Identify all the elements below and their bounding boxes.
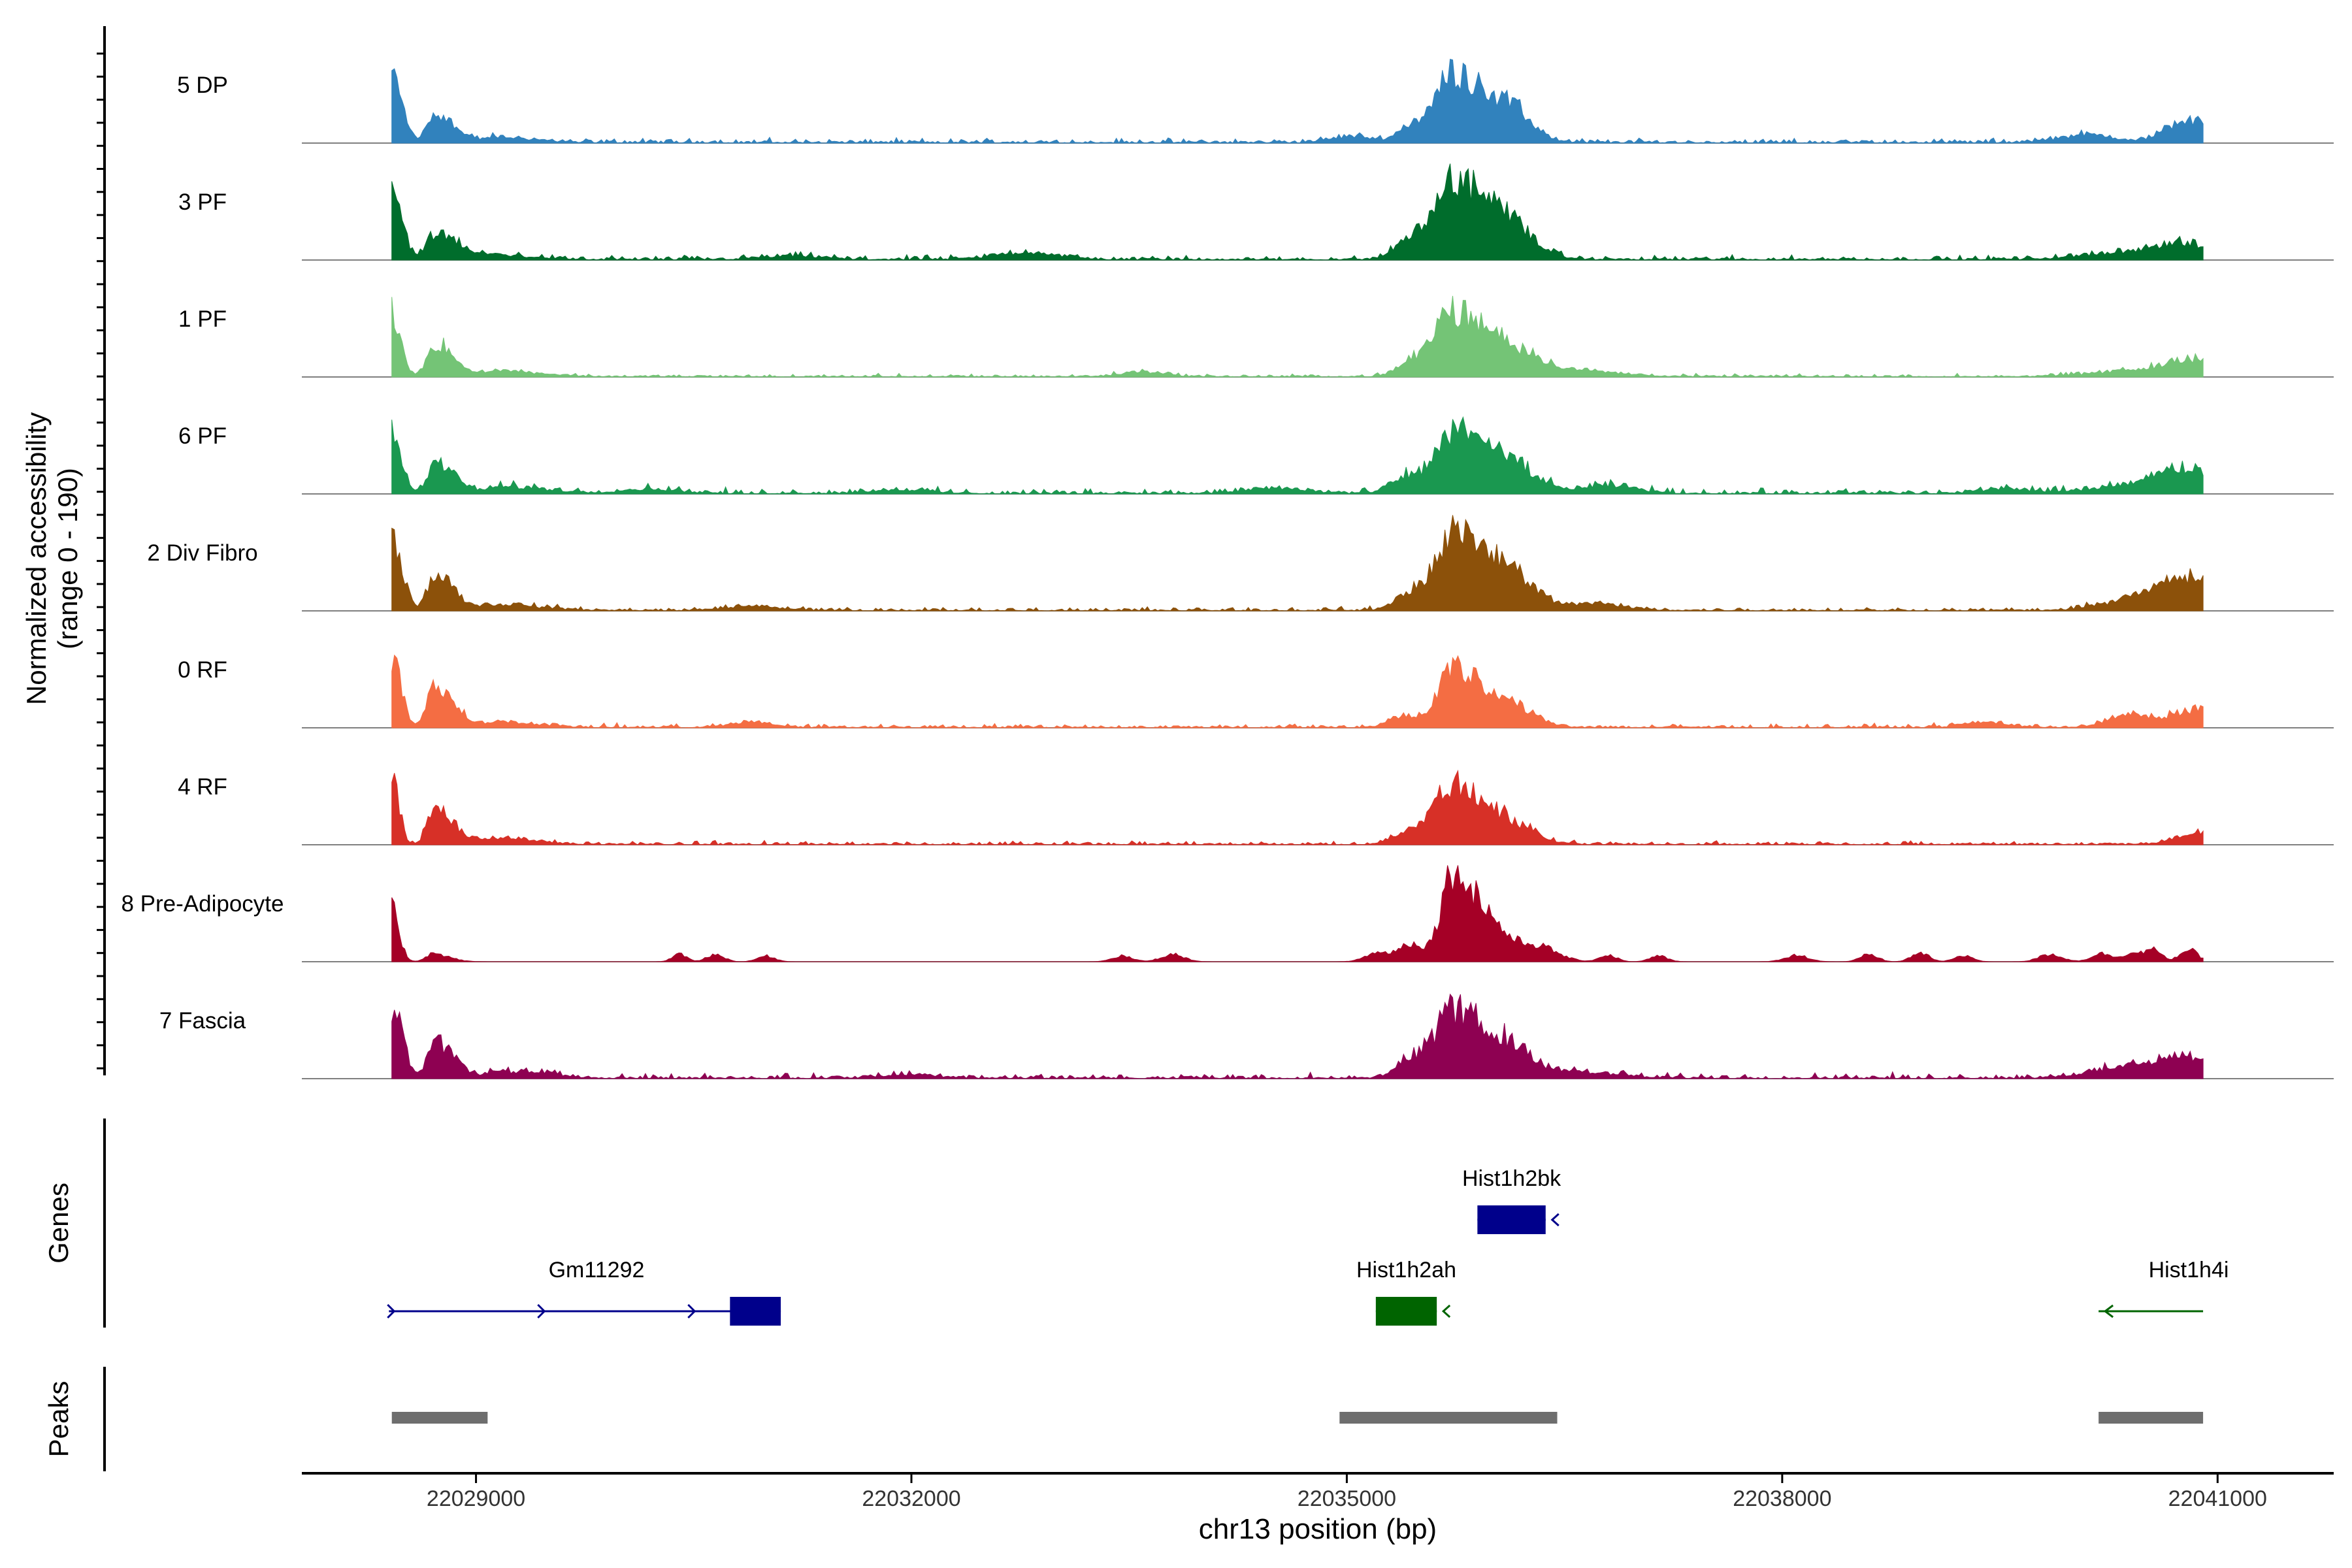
- peak-region-bar: [391, 1412, 488, 1424]
- y-axis-label-line1: Normalized accessibility: [21, 412, 52, 705]
- gene-exon: [1477, 1205, 1546, 1234]
- x-tick-label: 22029000: [427, 1486, 525, 1511]
- track-6-pf: 6 PF: [178, 416, 2334, 495]
- track-label: 8 Pre-Adipocyte: [121, 891, 284, 917]
- track-5-dp: 5 DP: [177, 58, 2334, 144]
- gene-annotations: Gm11292 Hist1h2bk Hist1h2ah Hist1h4i: [387, 1166, 2229, 1326]
- peak-regions: [391, 1412, 2204, 1424]
- x-tick-label: 22038000: [1733, 1486, 1831, 1511]
- strand-arrow: [1441, 1304, 1451, 1318]
- track-label: 3 PF: [178, 189, 227, 215]
- track-area: [391, 993, 2204, 1079]
- track-label: 7 Fascia: [159, 1008, 246, 1034]
- gene-gm11292: Gm11292: [387, 1258, 781, 1326]
- track-area: [391, 163, 2204, 261]
- track-area: [391, 515, 2204, 612]
- track-area: [391, 865, 2204, 962]
- gene-exon: [1375, 1297, 1437, 1326]
- track-area: [391, 416, 2204, 495]
- peak-region-bar: [2099, 1412, 2204, 1424]
- track-4-rf: 4 RF: [178, 769, 2334, 845]
- coverage-tracks: 5 DP 3 PF 1 PF 6 PF 2 Div Fibro 0 RF 4 RF 8 Pre…: [121, 58, 2334, 1079]
- gene-label: Hist1h4i: [2149, 1258, 2229, 1282]
- track-8-pre-adipocyte: 8 Pre-Adipocyte: [121, 865, 2334, 962]
- track-label: 0 RF: [178, 657, 227, 683]
- track-area: [391, 58, 2204, 144]
- track-1-pf: 1 PF: [178, 295, 2334, 378]
- track-area: [391, 295, 2204, 378]
- gene-hist1h2bk: Hist1h2bk: [1462, 1166, 1561, 1234]
- strand-arrow: [2103, 1304, 2114, 1318]
- gene-label: Hist1h2ah: [1356, 1258, 1456, 1282]
- x-tick-label: 22041000: [2168, 1486, 2267, 1511]
- track-area: [391, 769, 2204, 845]
- strand-arrow: [1550, 1213, 1560, 1227]
- gene-hist1h2ah: Hist1h2ah: [1356, 1258, 1456, 1326]
- gene-label: Gm11292: [549, 1258, 645, 1282]
- coverage-y-axis: [97, 26, 106, 1075]
- strand-arrow: [537, 1303, 546, 1319]
- track-3-pf: 3 PF: [178, 163, 2334, 261]
- track-label: 1 PF: [178, 306, 227, 332]
- gene-exon: [730, 1297, 781, 1326]
- peak-region-bar: [1339, 1412, 1558, 1424]
- track-7-fascia: 7 Fascia: [159, 993, 2334, 1079]
- peaks-panel-label: Peaks: [43, 1381, 74, 1458]
- track-label: 6 PF: [178, 423, 227, 449]
- track-label: 5 DP: [177, 73, 228, 98]
- track-label: 4 RF: [178, 774, 227, 800]
- track-2-div-fibro: 2 Div Fibro: [147, 515, 2334, 612]
- y-axis-label-line2: (range 0 - 190): [52, 468, 83, 649]
- gene-label: Hist1h2bk: [1462, 1166, 1561, 1191]
- track-area: [391, 654, 2204, 728]
- x-axis-ticks: 22029000 22032000 22035000 22038000 22041000: [427, 1473, 2267, 1511]
- genes-panel-label: Genes: [43, 1183, 74, 1264]
- gene-hist1h4i: Hist1h4i: [2099, 1258, 2229, 1318]
- x-tick-label: 22032000: [862, 1486, 960, 1511]
- strand-arrow: [387, 1303, 396, 1319]
- strand-arrow: [687, 1303, 696, 1319]
- track-label: 2 Div Fibro: [147, 540, 257, 566]
- track-0-rf: 0 RF: [178, 654, 2334, 728]
- x-tick-label: 22035000: [1298, 1486, 1396, 1511]
- x-axis-label: chr13 position (bp): [1199, 1513, 1437, 1545]
